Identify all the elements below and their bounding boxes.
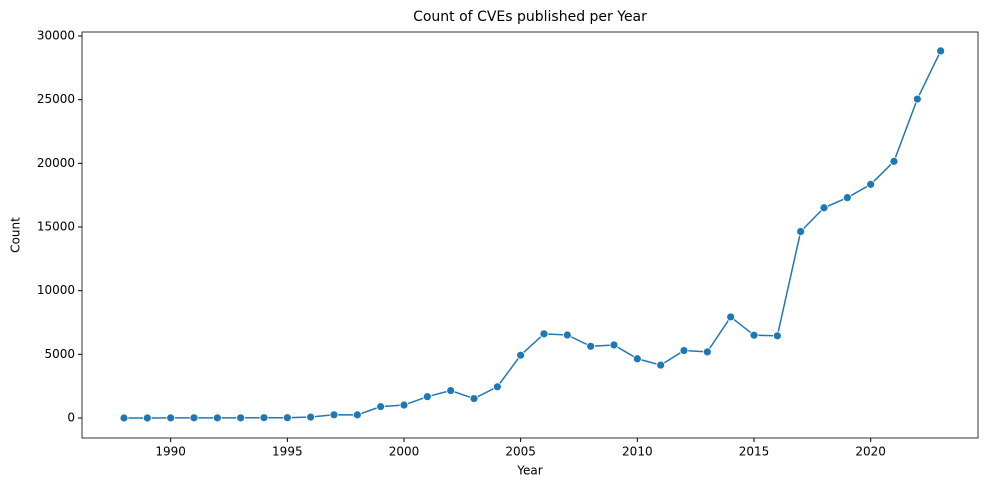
point — [889, 156, 899, 166]
point — [726, 312, 736, 322]
point — [189, 413, 199, 423]
x-tick-label: 2015 — [739, 445, 770, 459]
x-tick-label: 2020 — [855, 445, 886, 459]
point — [376, 402, 386, 412]
point — [702, 347, 712, 357]
point — [422, 392, 432, 402]
point — [796, 227, 806, 236]
point — [119, 413, 129, 423]
point — [632, 354, 642, 364]
point — [936, 46, 946, 56]
point — [306, 412, 316, 422]
point — [842, 193, 852, 203]
y-tick-label: 15000 — [37, 220, 75, 234]
point — [236, 413, 246, 423]
point — [586, 341, 596, 351]
line — [123, 50, 942, 419]
point — [259, 413, 269, 423]
point — [562, 330, 572, 340]
point — [142, 413, 152, 423]
point — [866, 179, 876, 189]
point — [539, 329, 549, 339]
y-tick-label: 5000 — [44, 347, 75, 361]
y-tick-label: 30000 — [37, 29, 75, 43]
x-tick-label: 2005 — [505, 445, 536, 459]
point — [212, 413, 222, 423]
y-axis-label: Count — [9, 217, 23, 253]
point — [329, 410, 339, 420]
point — [516, 350, 526, 360]
y-tick-label: 10000 — [37, 283, 75, 297]
x-tick-label: 1990 — [155, 445, 186, 459]
x-axis-label: Year — [516, 464, 542, 478]
y-tick-label: 20000 — [37, 156, 75, 170]
point — [446, 386, 456, 395]
point — [282, 413, 292, 423]
point — [352, 410, 362, 420]
point — [399, 400, 409, 410]
point — [166, 413, 176, 423]
point — [912, 94, 922, 104]
plot-frame — [81, 31, 979, 439]
point — [469, 394, 479, 403]
y-tick-label: 0 — [67, 411, 75, 425]
x-tick-label: 1995 — [272, 445, 303, 459]
point — [772, 331, 782, 341]
point — [679, 346, 689, 355]
point — [819, 203, 829, 213]
chart-title: Count of CVEs published per Year — [413, 9, 647, 25]
x-tick-label: 2010 — [622, 445, 653, 459]
point — [609, 340, 619, 350]
point — [492, 382, 502, 392]
point — [656, 360, 666, 370]
point — [749, 330, 759, 340]
y-tick-label: 25000 — [37, 92, 75, 106]
x-tick-label: 2000 — [389, 445, 420, 459]
